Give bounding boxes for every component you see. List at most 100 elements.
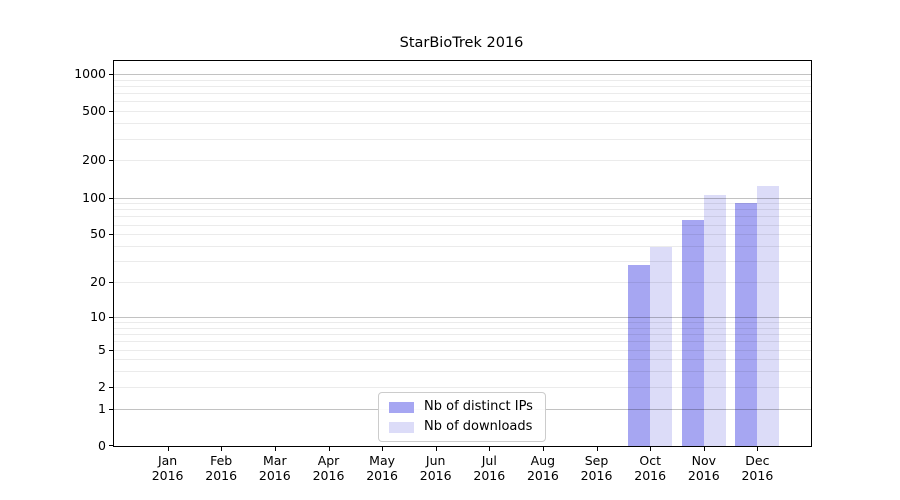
x-tick-month: Sep <box>584 453 609 468</box>
y-tick-mark <box>109 160 113 162</box>
y-tick-label: 200 <box>82 152 106 168</box>
x-tick-mark <box>757 447 759 451</box>
minor-gridline <box>114 216 811 218</box>
x-tick-month: Mar <box>263 453 287 468</box>
x-tick-mark <box>489 447 491 451</box>
minor-gridline <box>114 322 811 323</box>
y-tick-label: 1 <box>98 400 106 416</box>
x-tick-month: Aug <box>530 453 556 468</box>
x-tick-mark <box>274 447 276 451</box>
y-tick-mark <box>109 197 113 199</box>
x-tick-year: 2016 <box>312 468 345 483</box>
x-tick-mark <box>703 447 705 451</box>
y-tick-label: 2 <box>98 378 106 394</box>
minor-gridline <box>114 203 811 205</box>
x-tick-mark <box>167 447 169 451</box>
x-tick-label: Nov 2016 <box>672 453 736 483</box>
x-tick-month: Nov <box>691 453 716 468</box>
x-tick-month: Apr <box>317 453 340 468</box>
minor-gridline <box>114 341 811 343</box>
x-tick-label: Dec 2016 <box>725 453 789 483</box>
y-tick-mark <box>109 282 113 283</box>
x-tick-month: Oct <box>639 453 661 468</box>
x-tick-label: Oct 2016 <box>618 453 682 483</box>
x-tick-month: May <box>369 453 396 468</box>
y-tick-label: 1000 <box>74 65 106 81</box>
x-tick-year: 2016 <box>687 468 720 483</box>
x-tick-month: Dec <box>745 453 770 468</box>
bar-downloads-dec <box>757 186 780 446</box>
x-tick-month: Feb <box>210 453 233 468</box>
y-tick-label: 500 <box>82 103 106 119</box>
x-tick-mark <box>542 447 544 451</box>
y-tick-label: 0 <box>98 438 106 453</box>
y-tick-label: 100 <box>82 189 106 205</box>
y-tick-mark <box>109 445 113 446</box>
minor-gridline <box>114 111 811 113</box>
x-tick-mark <box>221 447 223 451</box>
minor-gridline <box>114 349 811 351</box>
y-tick-mark <box>109 73 113 75</box>
x-tick-mark <box>328 447 330 451</box>
x-tick-mark <box>596 447 598 451</box>
x-tick-year: 2016 <box>205 468 238 483</box>
legend-item-distinct-ips: Nb of distinct IPs <box>389 400 535 414</box>
x-tick-label: Apr 2016 <box>297 453 361 483</box>
y-tick-mark <box>109 349 113 351</box>
x-tick-label: Mar 2016 <box>243 453 307 483</box>
x-tick-mark <box>382 447 384 451</box>
major-gridline <box>114 73 811 75</box>
minor-gridline <box>114 282 811 283</box>
x-tick-month: Jul <box>481 453 497 468</box>
minor-gridline <box>114 123 811 125</box>
legend-swatch-distinct-ips <box>389 401 414 413</box>
minor-gridline <box>114 101 811 103</box>
y-tick-label: 50 <box>90 226 106 242</box>
minor-gridline <box>114 359 811 361</box>
y-tick-mark <box>109 111 113 113</box>
minor-gridline <box>114 234 811 236</box>
x-tick-year: 2016 <box>258 468 291 483</box>
minor-gridline <box>114 261 811 263</box>
y-tick-label: 5 <box>98 341 106 357</box>
minor-gridline <box>114 224 811 226</box>
legend-label-distinct-ips: Nb of distinct IPs <box>424 399 533 414</box>
x-tick-label: Jul 2016 <box>457 453 521 483</box>
x-tick-year: 2016 <box>526 468 559 483</box>
minor-gridline <box>114 93 811 95</box>
x-tick-label: Aug 2016 <box>511 453 575 483</box>
minor-gridline <box>114 85 811 87</box>
minor-gridline <box>114 371 811 373</box>
x-tick-year: 2016 <box>741 468 774 483</box>
y-tick-mark <box>109 386 113 388</box>
x-tick-mark <box>650 447 652 451</box>
legend-label-downloads: Nb of downloads <box>424 419 533 434</box>
y-tick-mark <box>109 408 113 410</box>
bar-distinct-ips-oct <box>628 264 651 446</box>
minor-gridline <box>114 79 811 81</box>
chart-title: StarBioTrek 2016 <box>399 35 524 51</box>
legend-item-downloads: Nb of downloads <box>389 420 535 434</box>
y-tick-mark <box>109 316 113 318</box>
major-gridline <box>114 316 811 318</box>
x-tick-mark <box>435 447 437 451</box>
x-tick-label: Sep 2016 <box>565 453 629 483</box>
plot-area: Nb of distinct IPs Nb of downloads 0 1 2 5 1… <box>74 60 812 483</box>
x-tick-label: Jun 2016 <box>404 453 468 483</box>
x-tick-year: 2016 <box>473 468 506 483</box>
x-tick-month: Jun <box>425 453 446 468</box>
legend: Nb of distinct IPs Nb of downloads <box>378 392 546 442</box>
x-tick-year: 2016 <box>151 468 184 483</box>
y-tick-label: 20 <box>90 274 106 289</box>
y-tick-mark <box>109 234 113 236</box>
minor-gridline <box>114 138 811 140</box>
x-tick-month: Jan <box>157 453 178 468</box>
minor-gridline <box>114 160 811 162</box>
major-gridline <box>114 197 811 199</box>
x-tick-year: 2016 <box>419 468 452 483</box>
y-tick-label: 10 <box>90 308 106 324</box>
bar-distinct-ips-nov <box>681 219 704 446</box>
bar-downloads-oct <box>650 247 673 446</box>
minor-gridline <box>114 334 811 335</box>
